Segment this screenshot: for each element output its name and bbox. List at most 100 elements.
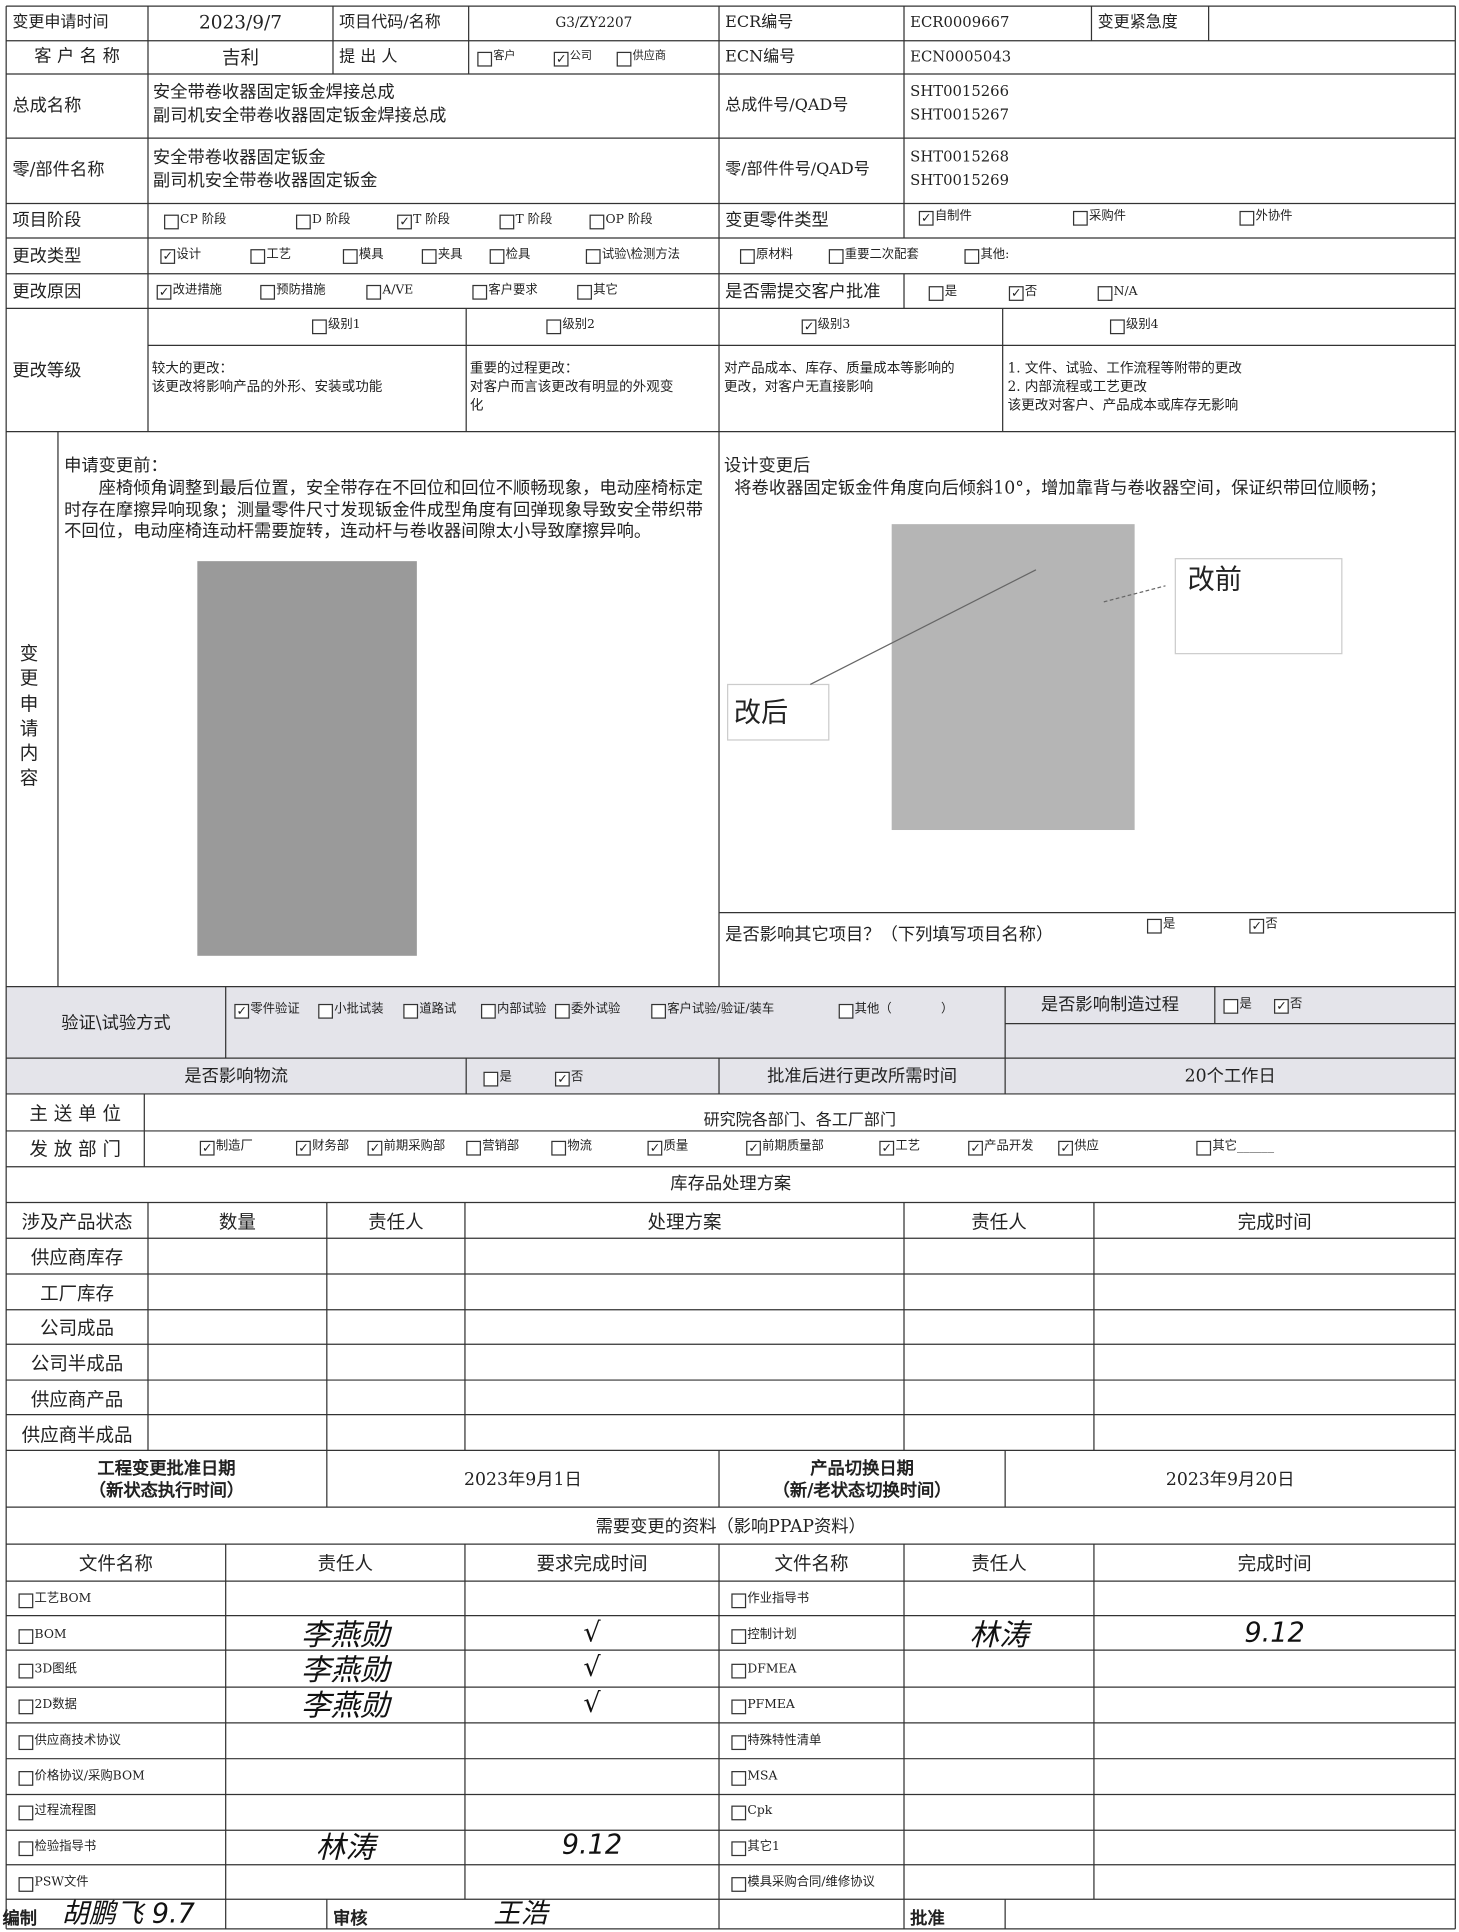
handwriting: 李燕勋 — [300, 1653, 390, 1688]
handwriting: 9.12 — [561, 1830, 623, 1861]
checkbox — [18, 1593, 34, 1609]
checkbox-label: 采购件 — [1089, 209, 1127, 224]
checkbox — [18, 1770, 34, 1786]
checkbox-label: 客户 — [493, 50, 516, 63]
text: 对客户而言该更改有明显的外观变 — [469, 378, 674, 395]
checkbox — [964, 249, 980, 264]
checkbox — [838, 1003, 854, 1019]
checkbox — [546, 319, 562, 335]
checkbox-label: 客户要求 — [488, 283, 538, 298]
checkbox-label: 内部试验 — [497, 1002, 547, 1017]
checkbox-label: 其它______ — [1212, 1139, 1274, 1154]
text: 变更紧急度 — [1097, 13, 1178, 33]
checkbox-label: T 阶段 — [515, 213, 553, 227]
checkbox: ✓ — [801, 319, 817, 335]
checkbox — [483, 1071, 499, 1087]
text: 变更零件类型 — [725, 210, 829, 231]
checkbox-label: 其它 — [593, 283, 618, 298]
shade — [6, 1058, 1456, 1094]
checkbox-label: 物流 — [567, 1139, 592, 1154]
text: 对产品成本、库存、质量成本等影响的 — [723, 360, 955, 377]
text: SHT0015268 — [910, 147, 1010, 166]
checkbox-label: 价格协议/采购BOM — [34, 1769, 145, 1783]
checkbox: ✓ — [156, 284, 172, 300]
text: SHT0015269 — [910, 171, 1010, 189]
checkbox-label: 质量 — [663, 1139, 689, 1154]
text: 客 户 名 称 — [34, 46, 120, 67]
checkbox-label: 自制件 — [934, 209, 972, 224]
handwriting: √ — [583, 1688, 601, 1720]
photo-after — [891, 524, 1135, 831]
handwriting: 林涛 — [969, 1617, 1029, 1653]
text: 要求完成时间 — [536, 1552, 648, 1575]
checkbox — [731, 1841, 747, 1856]
checkbox-label: 客户试验/验证/装车 — [667, 1002, 775, 1017]
checkbox: ✓ — [553, 51, 569, 67]
checkbox-label: 否 — [571, 1070, 584, 1085]
text: 1. 文件、试验、工作流程等附带的更改 — [1007, 360, 1242, 377]
checkbox-label: 财务部 — [312, 1139, 350, 1154]
checkbox — [731, 1876, 747, 1892]
text: ECN0005043 — [910, 48, 1012, 66]
checkbox — [1239, 210, 1255, 226]
text: 研究院各部门、各工厂部门 — [703, 1111, 896, 1130]
handwriting: 李燕勋 — [300, 1688, 390, 1724]
checkbox — [1072, 210, 1088, 226]
checkbox — [928, 286, 944, 301]
checkbox — [1109, 319, 1125, 335]
checkbox-label: 模具采购合同/维修协议 — [747, 1875, 875, 1889]
checkbox — [731, 1628, 747, 1644]
checkbox-label: 是 — [499, 1070, 512, 1085]
checkbox-label: Cpk — [747, 1804, 773, 1819]
checkbox — [250, 249, 266, 264]
text: SHT0015267 — [910, 106, 1010, 124]
text: 库存品处理方案 — [670, 1174, 792, 1194]
text: 验证\试验方式 — [61, 1013, 171, 1034]
checkbox-label: 供应商 — [632, 50, 667, 63]
handwriting: 李燕勋 — [300, 1617, 390, 1653]
checkbox — [731, 1664, 747, 1680]
checkbox-label: 预防措施 — [276, 283, 326, 298]
text: 2023/9/7 — [198, 11, 283, 34]
text: 文件名称 — [774, 1552, 849, 1575]
checkbox-label: OP 阶段 — [605, 213, 653, 227]
checkbox — [366, 284, 382, 300]
checkbox — [477, 51, 493, 67]
checkbox — [18, 1876, 34, 1892]
checkbox — [18, 1664, 34, 1680]
text: （新/老状态切换时间） — [772, 1481, 952, 1501]
checkbox-label: 小批试装 — [334, 1002, 384, 1017]
text: 设计变更后 — [723, 456, 811, 477]
text: 副司机安全带卷收器固定钣金焊接总成 — [152, 106, 447, 126]
checkbox — [1146, 918, 1162, 934]
text: 是否影响制造过程 — [1040, 995, 1180, 1016]
handwriting: √ — [583, 1617, 601, 1649]
checkbox — [739, 249, 755, 264]
checkbox — [577, 284, 592, 300]
checkbox-label: 前期采购部 — [383, 1139, 446, 1154]
handwriting: 林涛 — [315, 1830, 375, 1865]
checkbox: ✓ — [879, 1140, 895, 1156]
checkbox — [18, 1699, 34, 1715]
shade — [6, 986, 1456, 1059]
callout-line — [1103, 585, 1166, 603]
handwriting: 王浩 — [493, 1899, 548, 1931]
checkbox-label: 否 — [1290, 997, 1303, 1012]
checkbox-label: 否 — [1265, 917, 1278, 932]
checkbox — [731, 1770, 747, 1786]
checkbox — [18, 1628, 34, 1644]
text: ECR0009667 — [910, 13, 1010, 31]
text: 需要变更的资料（影响PPAP资料） — [595, 1516, 866, 1537]
checkbox-label: 级别1 — [328, 318, 361, 332]
checkbox-label: BOM — [34, 1627, 67, 1642]
checkbox — [403, 1003, 419, 1019]
checkbox: ✓ — [234, 1003, 250, 1019]
checkbox-label: 公司 — [569, 50, 593, 63]
checkbox-label: 零件验证 — [250, 1002, 300, 1017]
text: 20个工作日 — [1184, 1066, 1276, 1087]
checkbox-label: 原材料 — [756, 247, 794, 262]
checkbox — [318, 1003, 333, 1019]
checkbox-label: 工艺 — [895, 1139, 921, 1154]
text: 公司成品 — [40, 1317, 115, 1340]
